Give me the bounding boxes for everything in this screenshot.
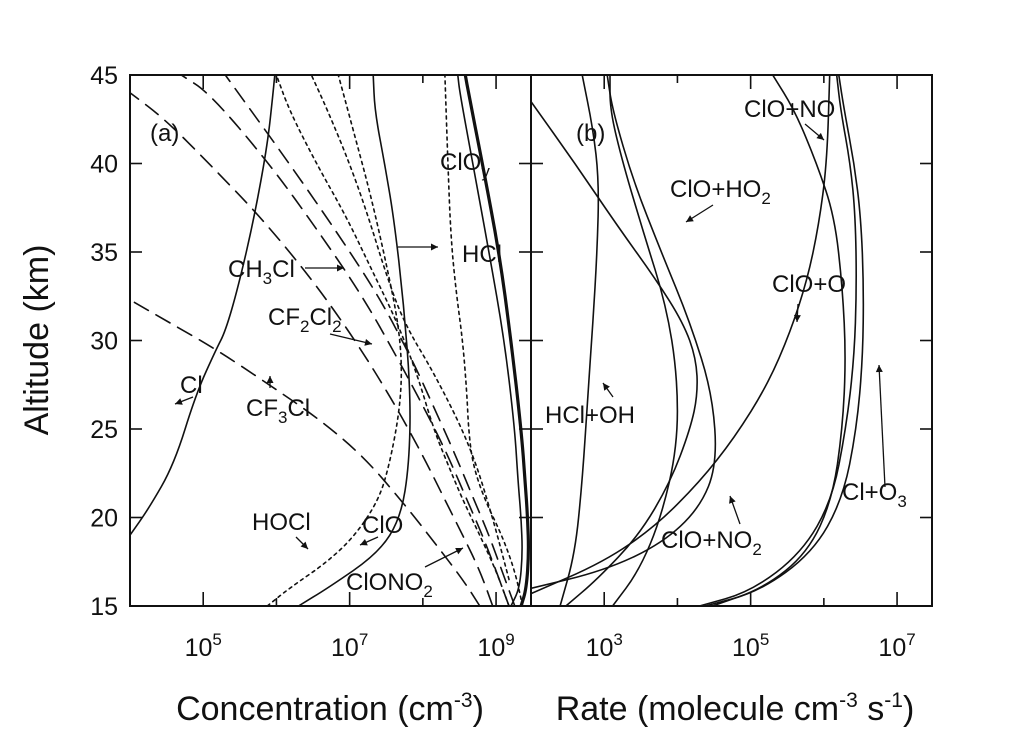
- curves: [531, 75, 865, 606]
- curve-label: ClONO2: [346, 569, 433, 601]
- curve-label: ClOy: [440, 149, 490, 181]
- panel-label: (b): [576, 120, 605, 147]
- series-line-0: [698, 75, 857, 606]
- series-line-7: [310, 75, 510, 581]
- curve-label: ClO+NO: [744, 96, 835, 123]
- arrow-head: [175, 398, 183, 405]
- y-tick-label: 45: [90, 62, 118, 90]
- arrow-head: [360, 538, 368, 546]
- curve-label: HCl: [462, 241, 502, 268]
- curve-label: HOCl: [252, 509, 311, 536]
- curve-label: CF2Cl2: [268, 304, 342, 336]
- series-line-4: [266, 75, 403, 606]
- pointer-arrows: [174, 123, 886, 568]
- panel-b: 103 105 107 (b) ClO+NO ClO+HO2 ClO+O HCl+OH ClO+…: [530, 74, 933, 662]
- x-axis-title-b: Rate (molecule cm-3 s-1): [556, 689, 915, 728]
- arrow-head: [603, 383, 610, 391]
- arrow-head: [431, 243, 438, 251]
- series-line-10: [130, 91, 494, 606]
- x-axis-title-a: Concentration (cm-3): [176, 689, 484, 728]
- pointer-arrow: [329, 333, 373, 345]
- arrow-head: [793, 314, 801, 322]
- y-tick-label: 35: [90, 239, 118, 267]
- curve-label: HCl+OH: [545, 402, 635, 429]
- panel-label: (a): [150, 120, 179, 147]
- x-tick-label: 107: [878, 630, 915, 662]
- series-line-9: [180, 75, 510, 606]
- series-line-3: [531, 75, 831, 595]
- curve-label: ClO+HO2: [670, 176, 771, 208]
- pointer-arrow: [878, 364, 886, 488]
- curve-label: Cl: [180, 372, 203, 399]
- x-tick-label: 103: [586, 630, 623, 662]
- x-tick-label: 105: [185, 630, 222, 662]
- series-line-11: [130, 299, 481, 606]
- arrow-head: [364, 338, 372, 346]
- x-tick-label: 105: [732, 630, 769, 662]
- arrow-head: [300, 541, 308, 549]
- arrow-head: [686, 215, 694, 222]
- series-line-5: [444, 75, 524, 606]
- y-tick-label: 20: [90, 505, 118, 533]
- series-line-0: [463, 75, 530, 606]
- pointer-arrow: [424, 547, 464, 568]
- series-line-6: [559, 75, 600, 606]
- y-tick-label: 15: [90, 593, 118, 621]
- y-axis-title: Altitude (km): [18, 245, 56, 436]
- curve-label: Cl+O3: [842, 479, 907, 511]
- arrow-head: [337, 264, 344, 272]
- series-line-1: [704, 75, 865, 606]
- series-line-2: [711, 75, 846, 606]
- x-tick-label: 109: [477, 630, 514, 662]
- series-line-2: [297, 75, 411, 606]
- curve-label: CF3Cl: [246, 395, 310, 427]
- series-line-5: [531, 75, 717, 590]
- curve-label: ClO: [362, 512, 403, 539]
- series-line-6: [275, 75, 510, 606]
- series-line-1: [457, 75, 523, 606]
- arrow-head: [266, 376, 274, 383]
- curve-label: ClO+NO2: [661, 527, 762, 559]
- arrow-head: [455, 548, 463, 555]
- curve-label: ClO+O: [772, 271, 846, 298]
- arrow-head: [875, 365, 883, 373]
- series-line-4: [531, 100, 698, 606]
- panel-a: 15 20 25 30 35 40 45 105 107 109 (a) ClOy HCl CH3Cl CF…: [90, 62, 532, 662]
- curve-label: CH3Cl: [228, 256, 295, 288]
- y-tick-label: 30: [90, 328, 118, 356]
- y-tick-label: 25: [90, 416, 118, 444]
- series-line-3: [130, 75, 276, 536]
- y-tick-label: 40: [90, 151, 118, 179]
- series-line-8: [224, 75, 516, 606]
- curves: [130, 75, 530, 606]
- arrow-head: [816, 132, 824, 140]
- series-line-7: [609, 75, 679, 606]
- x-tick-label: 107: [331, 630, 368, 662]
- arrow-head: [729, 496, 736, 504]
